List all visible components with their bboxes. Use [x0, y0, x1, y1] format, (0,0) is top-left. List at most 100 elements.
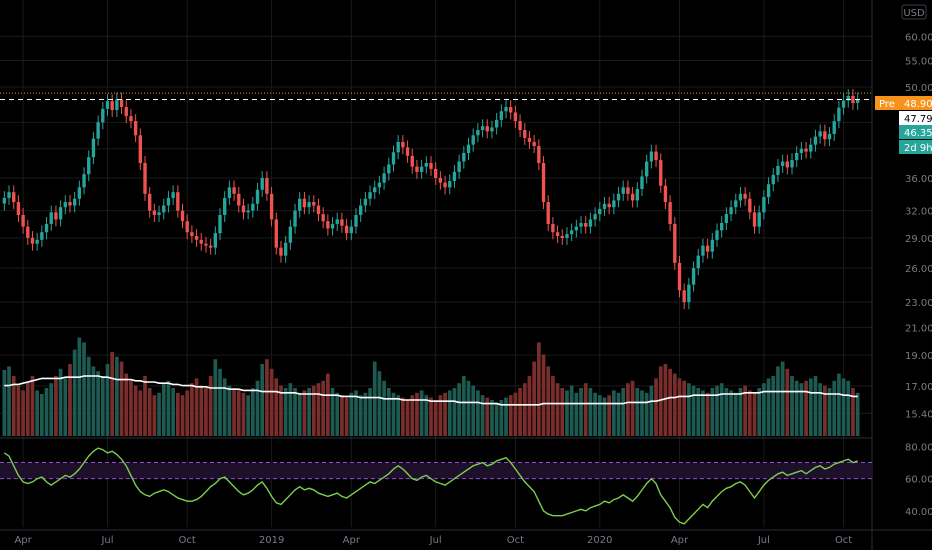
volume-bar	[457, 383, 461, 436]
volume-bar	[63, 378, 68, 436]
candle	[715, 223, 719, 247]
candle	[429, 156, 433, 176]
rsi-pane	[0, 447, 872, 525]
candle-body	[63, 202, 67, 208]
currency-badge[interactable]: USD	[901, 4, 927, 20]
candle-body	[321, 214, 325, 222]
candle	[668, 195, 672, 231]
candle	[541, 156, 546, 210]
rsi-tick-label: 40.00	[905, 507, 932, 518]
candle	[499, 104, 504, 127]
price-tick-label: 23.00	[905, 298, 932, 309]
time-axis[interactable]: Apr Jul Oct 2019 Apr Jul Oct 2020 Apr Jul Oct	[14, 535, 852, 546]
price-tick-label: 32.00	[905, 207, 932, 218]
candle-body	[208, 245, 213, 248]
candle-body	[452, 171, 457, 182]
volume-bar	[58, 368, 63, 436]
candle-body	[795, 152, 799, 161]
candle	[190, 225, 194, 244]
volume-bar	[147, 388, 152, 436]
volume-bar	[410, 395, 415, 436]
candle	[780, 154, 785, 173]
candle	[358, 198, 363, 223]
volume-bar	[190, 383, 194, 436]
volume-bar	[837, 373, 841, 436]
candle-body	[349, 226, 353, 234]
candle-body	[330, 223, 335, 229]
countdown-tag: 2d 9h	[899, 140, 932, 154]
candle	[283, 235, 288, 263]
candle-body	[54, 212, 58, 220]
volume-bar	[682, 380, 687, 436]
candle	[269, 186, 274, 227]
volume-bar	[593, 392, 597, 436]
candle	[96, 115, 100, 146]
candle	[35, 232, 39, 251]
candle	[180, 203, 185, 229]
rsi-tick-label: 80.00	[905, 442, 932, 453]
prev-price: 46.35	[904, 128, 932, 139]
volume-bar	[297, 392, 302, 436]
candle-body	[138, 135, 142, 163]
candle-body	[640, 176, 644, 189]
candle	[607, 196, 611, 215]
candle	[251, 196, 255, 218]
rsi-axis[interactable]: 80.00 60.00 40.00	[905, 442, 932, 517]
time-tick-label: 2019	[259, 535, 284, 546]
candle-body	[373, 187, 377, 193]
price-tick-label: 19.00	[905, 351, 932, 362]
volume-bar	[30, 376, 35, 436]
volume-bar	[719, 383, 724, 436]
volume-bar	[546, 366, 551, 436]
candle	[630, 186, 635, 208]
candle-body	[194, 235, 199, 240]
volume-bar	[232, 388, 236, 436]
candle	[91, 131, 96, 165]
candle-body	[818, 131, 822, 137]
volume-bar	[672, 373, 677, 436]
candle	[434, 162, 438, 185]
candle-body	[279, 247, 283, 256]
candle	[466, 137, 471, 160]
candle	[21, 208, 25, 234]
candle-body	[419, 166, 424, 172]
volume-bar	[363, 392, 368, 436]
candle	[171, 185, 175, 205]
pre-price: 48.90	[904, 99, 932, 110]
candle	[199, 232, 203, 251]
candle	[143, 156, 147, 201]
volume-bar	[143, 376, 147, 436]
candle-body	[101, 108, 105, 123]
candle	[640, 169, 644, 196]
candle	[30, 231, 35, 251]
candle-body	[785, 161, 790, 168]
candle-body	[157, 212, 161, 215]
candle	[58, 200, 63, 227]
volume-bar	[241, 392, 246, 436]
volume-bar	[790, 376, 794, 436]
candle	[166, 191, 171, 213]
candle-body	[424, 162, 428, 167]
candle-body	[110, 101, 114, 111]
candle-body	[457, 161, 461, 172]
price-pane[interactable]	[2, 89, 860, 310]
candle	[509, 100, 513, 120]
candle-body	[630, 193, 635, 201]
volume-bar	[265, 359, 269, 436]
candle-body	[499, 111, 504, 120]
candle-body	[701, 245, 705, 256]
candle	[569, 223, 574, 242]
candle	[527, 131, 532, 149]
candle-body	[574, 226, 579, 231]
candle-body	[748, 198, 752, 213]
volume-bar	[597, 395, 602, 436]
candle-body	[429, 162, 433, 169]
candle-body	[677, 262, 682, 291]
volume-bar	[710, 388, 715, 436]
candle	[490, 120, 494, 139]
candle	[213, 226, 218, 255]
candle-body	[560, 235, 564, 238]
candle	[401, 135, 405, 155]
candle-body	[616, 193, 621, 201]
candle	[565, 227, 569, 245]
